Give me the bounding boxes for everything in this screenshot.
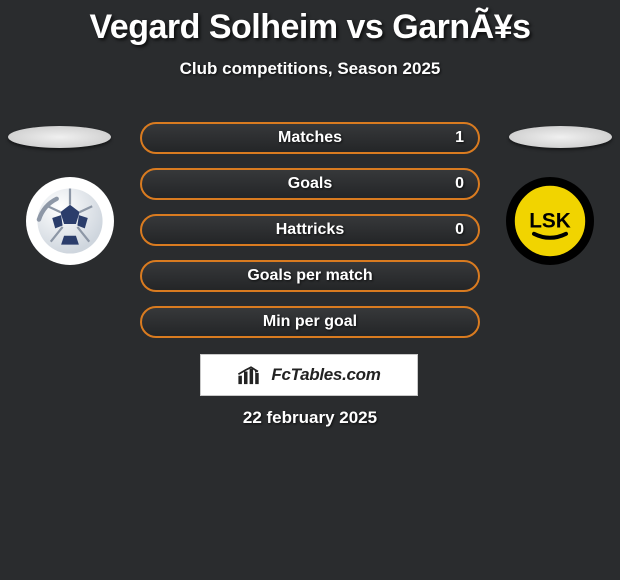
stat-value: 1 [455,124,464,152]
football-icon [33,184,107,258]
stat-label: Goals per match [142,262,478,290]
stats-column: Matches 1 Goals 0 Hattricks 0 Goals per … [140,122,480,352]
footer-date: 22 february 2025 [0,408,620,428]
page-subtitle: Club competitions, Season 2025 [0,59,620,79]
player-left-badge [26,177,114,265]
stat-row-min-per-goal: Min per goal [140,306,480,338]
stat-label: Hattricks [142,216,478,244]
stat-row-matches: Matches 1 [140,122,480,154]
stat-value: 0 [455,216,464,244]
player-right-badge: LSK [506,177,594,265]
comparison-infographic: Vegard Solheim vs GarnÃ¥s Club competiti… [0,0,620,580]
page-title: Vegard Solheim vs GarnÃ¥s [0,0,620,47]
stat-value: 0 [455,170,464,198]
stat-row-goals-per-match: Goals per match [140,260,480,292]
stat-row-hattricks: Hattricks 0 [140,214,480,246]
brand-badge: FcTables.com [200,354,418,396]
stat-label: Matches [142,124,478,152]
player-left-platform [8,126,111,148]
lsk-badge-text: LSK [529,209,571,232]
player-right-platform [509,126,612,148]
bar-chart-icon [237,364,265,386]
stat-label: Min per goal [142,308,478,336]
lsk-badge-icon: LSK [510,181,590,261]
stat-row-goals: Goals 0 [140,168,480,200]
brand-text: FcTables.com [271,365,380,385]
stat-label: Goals [142,170,478,198]
